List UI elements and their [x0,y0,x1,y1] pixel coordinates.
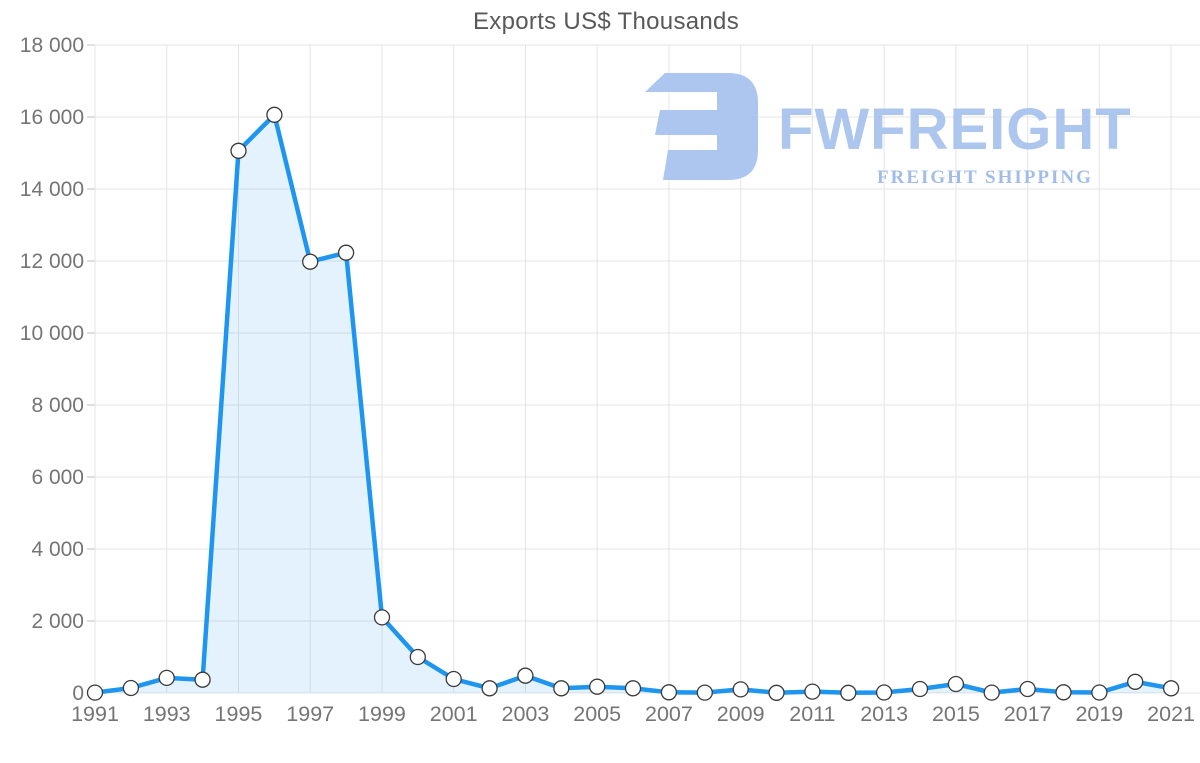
x-axis-label: 2015 [932,702,980,726]
data-point-2014[interactable] [911,680,929,698]
y-axis-label: 6 000 [31,466,84,489]
x-axis-label: 2021 [1147,702,1195,726]
x-axis-label: 2013 [860,702,908,726]
x-axis-label: 1991 [71,702,119,726]
data-point-2015[interactable] [947,675,965,693]
data-point-1991[interactable] [86,684,104,701]
data-point-2006[interactable] [624,680,642,697]
x-axis-label: 2019 [1075,702,1123,726]
data-point-2008[interactable] [696,684,713,701]
data-point-1999[interactable] [373,609,391,626]
x-axis-label: 2005 [573,702,621,726]
data-point-1996[interactable] [266,106,283,123]
data-point-1997[interactable] [302,253,319,270]
x-axis-label: 1997 [286,702,334,726]
y-axis-label: 2 000 [31,610,84,633]
data-point-2000[interactable] [409,648,426,666]
data-point-1998[interactable] [337,244,355,261]
data-point-2005[interactable] [589,678,606,695]
data-point-2001[interactable] [445,670,462,688]
data-point-2009[interactable] [732,681,749,698]
y-gridlines: 0 2 000 4 000 6 000 8 000 10 000 12 000 14 000 1… [20,34,1200,705]
data-point-2004[interactable] [553,680,570,697]
x-axis-label: 2007 [645,702,693,726]
data-point-2018[interactable] [1055,684,1072,701]
y-axis-label: 18 000 [20,34,84,57]
y-axis-label: 0 [72,682,84,705]
data-point-2021[interactable] [1162,680,1180,697]
x-axis-label: 2009 [717,702,765,726]
y-axis-label: 14 000 [20,178,84,201]
y-axis-label: 10 000 [20,322,84,345]
data-point-2002[interactable] [481,680,498,697]
x-axis-label: 1999 [358,702,406,726]
data-point-1995[interactable] [230,142,247,159]
data-point-1992[interactable] [122,679,140,697]
data-point-2013[interactable] [875,684,893,701]
x-axis-label: 1995 [215,702,263,726]
y-axis-label: 16 000 [20,106,84,129]
data-point-1993[interactable] [158,669,175,687]
data-point-2011[interactable] [804,683,821,700]
data-point-2010[interactable] [768,684,785,701]
y-axis-label: 4 000 [31,538,84,561]
series-markers [86,106,1180,701]
y-axis-label: 12 000 [20,250,84,273]
data-point-2019[interactable] [1091,684,1108,701]
x-gridlines: 1991 1993 1995 1997 1999 2001 2003 2005 2007 2009… [71,45,1195,726]
x-axis-label: 2017 [1004,702,1052,726]
data-point-2007[interactable] [660,684,678,701]
x-axis-label: 1993 [143,702,191,726]
y-axis-label: 8 000 [31,394,84,417]
data-point-2017[interactable] [1019,680,1036,698]
x-axis-label: 2003 [502,702,550,726]
series-area-fill [95,114,1172,694]
data-point-2012[interactable] [840,684,857,701]
data-point-2020[interactable] [1127,673,1144,690]
x-axis-label: 2011 [789,702,835,726]
data-point-1994[interactable] [194,671,211,688]
data-point-2016[interactable] [983,684,1000,701]
data-point-2003[interactable] [517,667,534,684]
x-axis-label: 2001 [430,702,478,726]
